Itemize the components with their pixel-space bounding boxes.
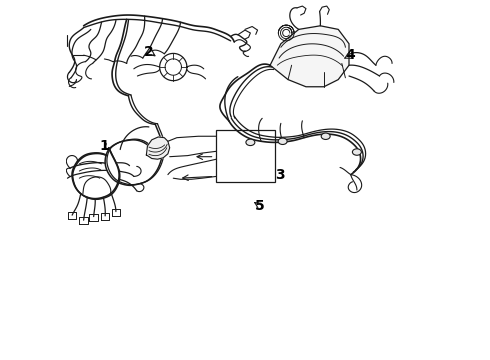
Ellipse shape [352,149,361,155]
Text: 3: 3 [275,168,285,182]
Text: 1: 1 [99,139,109,153]
Polygon shape [270,26,349,87]
Text: 4: 4 [345,48,355,62]
Text: 5: 5 [255,199,265,213]
Text: 2: 2 [144,45,154,59]
Polygon shape [147,137,170,159]
Bar [216,130,275,182]
Ellipse shape [246,139,255,145]
Ellipse shape [278,138,287,144]
Ellipse shape [321,133,330,139]
